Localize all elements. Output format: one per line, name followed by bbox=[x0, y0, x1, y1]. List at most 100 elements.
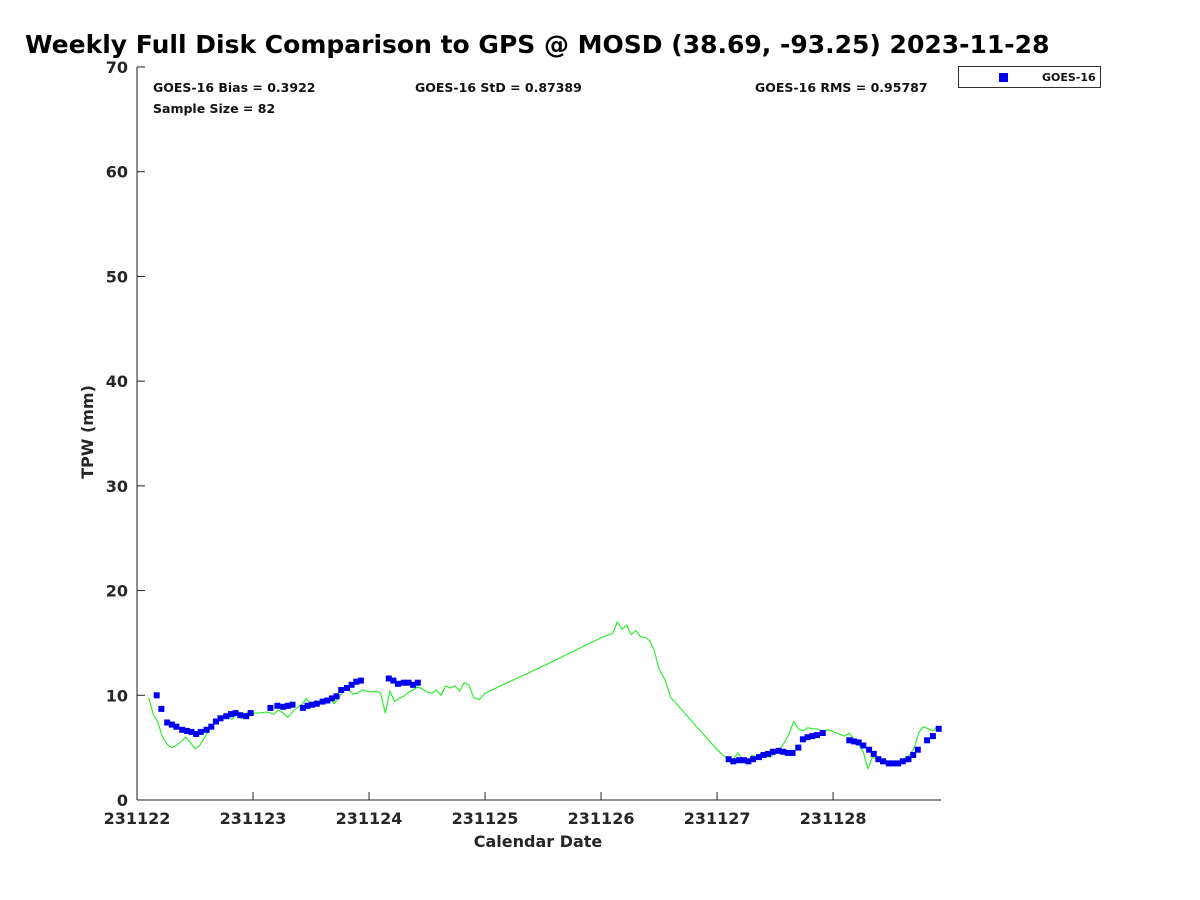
rms-stat: GOES-16 RMS = 0.95787 bbox=[755, 80, 928, 95]
goes16-point bbox=[875, 756, 882, 763]
goes16-point bbox=[400, 679, 407, 686]
goes16-point bbox=[780, 748, 787, 755]
goes16-point bbox=[223, 713, 230, 720]
x-axis-label: Calendar Date bbox=[474, 832, 603, 851]
goes16-point bbox=[179, 726, 186, 733]
goes16-point bbox=[769, 748, 776, 755]
goes16-point bbox=[819, 730, 826, 736]
x-tick-label: 231126 bbox=[568, 809, 635, 828]
goes16-point bbox=[158, 705, 165, 712]
goes16-point bbox=[899, 758, 906, 765]
goes16-point bbox=[890, 760, 897, 767]
goes16-point bbox=[866, 746, 873, 753]
goes16-point bbox=[405, 679, 412, 686]
goes16-point bbox=[385, 675, 392, 682]
goes16-point bbox=[274, 702, 281, 709]
goes16-point bbox=[755, 754, 762, 761]
x-tick-label: 231123 bbox=[220, 809, 287, 828]
goes16-point bbox=[183, 727, 190, 734]
goes16-point bbox=[280, 703, 287, 710]
x-tick-label: 231125 bbox=[452, 809, 519, 828]
goes16-point bbox=[885, 760, 892, 767]
goes16-point bbox=[905, 756, 912, 763]
goes16-point bbox=[414, 679, 421, 686]
legend-label-goes16: GOES-16 bbox=[1042, 71, 1096, 84]
goes16-point bbox=[353, 678, 360, 685]
goes16-point bbox=[855, 739, 862, 746]
goes16-point bbox=[804, 734, 811, 741]
goes16-point bbox=[799, 736, 806, 743]
goes16-point bbox=[328, 695, 335, 702]
goes16-point bbox=[880, 758, 886, 765]
y-tick-label: 50 bbox=[106, 267, 128, 286]
goes16-point bbox=[813, 732, 820, 739]
goes16-point bbox=[860, 742, 867, 749]
goes16-point bbox=[929, 733, 936, 740]
goes16-point bbox=[217, 715, 224, 722]
goes16-point bbox=[267, 704, 274, 711]
y-tick-label: 10 bbox=[106, 686, 128, 705]
goes16-point bbox=[895, 760, 902, 767]
goes16-point bbox=[740, 757, 747, 764]
goes16-point bbox=[284, 702, 291, 709]
x-tick-label: 231128 bbox=[800, 809, 867, 828]
y-tick-label: 30 bbox=[106, 477, 128, 496]
goes16-point bbox=[289, 701, 296, 708]
goes16-point bbox=[304, 702, 311, 709]
goes16-point bbox=[745, 758, 752, 765]
x-tick-label: 231124 bbox=[336, 809, 403, 828]
goes16-point bbox=[338, 687, 345, 693]
goes16-point bbox=[750, 756, 757, 763]
legend: GOES-16 bbox=[958, 66, 1101, 88]
goes16-point bbox=[299, 704, 306, 711]
goes16-series bbox=[153, 675, 942, 767]
goes16-point bbox=[784, 749, 791, 756]
std-stat: GOES-16 StD = 0.87389 bbox=[415, 80, 582, 95]
goes16-point bbox=[914, 746, 921, 753]
y-tick-label: 20 bbox=[106, 582, 128, 601]
goes16-point bbox=[173, 723, 180, 730]
goes16-point bbox=[228, 711, 234, 718]
goes16-point bbox=[870, 750, 877, 757]
goes16-point bbox=[247, 710, 254, 717]
goes16-point bbox=[164, 719, 171, 726]
goes16-point bbox=[775, 747, 782, 754]
goes16-point bbox=[390, 677, 397, 684]
goes16-point bbox=[324, 697, 331, 704]
goes16-point bbox=[208, 723, 215, 730]
gps-series bbox=[148, 620, 942, 771]
goes16-point bbox=[851, 738, 857, 745]
goes16-point bbox=[730, 758, 737, 765]
goes16-point bbox=[319, 698, 326, 705]
gps-line bbox=[148, 620, 942, 771]
goes16-point bbox=[168, 721, 175, 728]
y-axis-label: TPW (mm) bbox=[78, 385, 97, 479]
goes16-point bbox=[736, 757, 743, 764]
goes16-point bbox=[232, 710, 239, 717]
y-tick-label: 40 bbox=[106, 372, 128, 391]
goes16-point bbox=[193, 731, 200, 737]
goes16-point bbox=[333, 693, 340, 700]
axes: 0 10 20 30 40 50 60 70 231122 231123 231124 231125 2… bbox=[104, 58, 941, 828]
bias-stat: GOES-16 Bias = 0.3922 bbox=[153, 80, 316, 95]
goes16-point bbox=[212, 718, 219, 725]
legend-marker-goes16 bbox=[999, 73, 1008, 82]
goes16-point bbox=[935, 725, 942, 732]
y-tick-label: 0 bbox=[117, 791, 128, 810]
goes16-point bbox=[197, 728, 204, 735]
goes16-point bbox=[760, 752, 767, 758]
goes16-point bbox=[809, 733, 816, 740]
y-tick-label: 60 bbox=[106, 163, 128, 182]
goes16-point bbox=[924, 737, 931, 744]
y-tick-label: 70 bbox=[106, 58, 128, 77]
goes16-point bbox=[795, 744, 802, 751]
x-tick-label: 231127 bbox=[684, 809, 751, 828]
goes16-point bbox=[313, 700, 320, 707]
chart-title: Weekly Full Disk Comparison to GPS @ MOS… bbox=[25, 30, 1050, 59]
goes16-point bbox=[309, 701, 316, 708]
goes16-point bbox=[725, 756, 732, 763]
x-tick-label: 231122 bbox=[104, 809, 171, 828]
goes16-point bbox=[188, 728, 195, 735]
goes16-point bbox=[846, 737, 853, 744]
